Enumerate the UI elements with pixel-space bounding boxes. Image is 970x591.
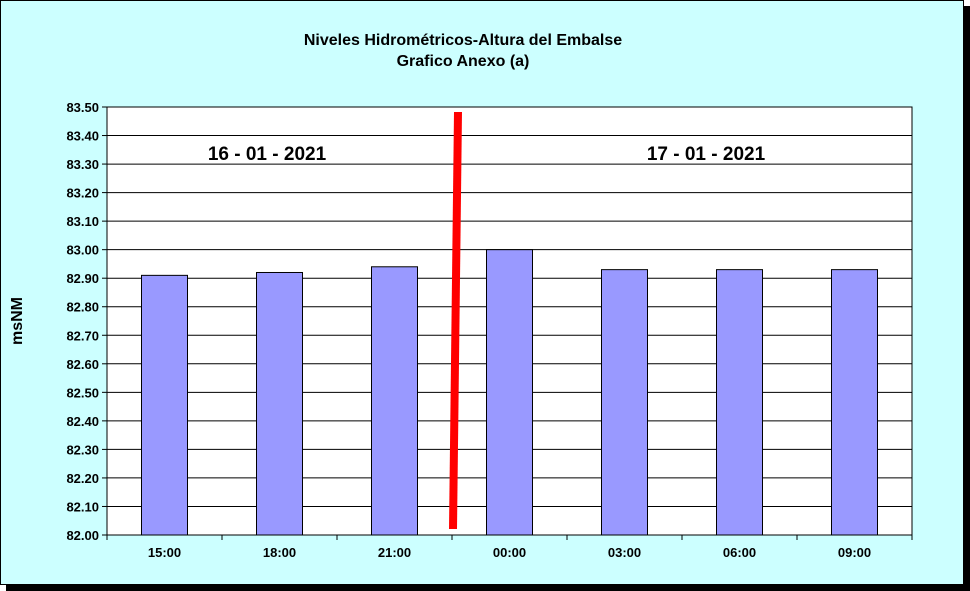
y-tick-label: 82.60 (66, 357, 99, 372)
y-tick-label: 83.40 (66, 129, 99, 144)
bar (256, 271, 303, 536)
y-tick-label: 82.40 (66, 414, 99, 429)
x-tick-label: 03:00 (608, 545, 641, 560)
y-tick-label: 83.20 (66, 186, 99, 201)
y-tick-label: 82.90 (66, 271, 99, 286)
y-tick-label: 82.20 (66, 471, 99, 486)
x-tick-label: 06:00 (723, 545, 756, 560)
x-tick-label: 21:00 (378, 545, 411, 560)
x-tick-label: 00:00 (493, 545, 526, 560)
y-tick-label: 82.50 (66, 385, 99, 400)
bar (486, 249, 533, 536)
chart-subtitle: Grafico Anexo (a) (397, 53, 530, 70)
day-separator-line (449, 111, 462, 530)
y-tick-label: 82.00 (66, 528, 99, 543)
date-annotation-right: 17 - 01 - 2021 (647, 144, 766, 165)
bar (601, 269, 648, 536)
bar (831, 269, 878, 536)
bar (141, 274, 188, 536)
bars (141, 249, 878, 536)
x-tick-label: 15:00 (148, 545, 181, 560)
y-tick-label: 83.00 (66, 243, 99, 258)
y-tick-label: 83.10 (66, 214, 99, 229)
y-tick-label: 83.30 (66, 157, 99, 172)
y-tick-label: 82.30 (66, 442, 99, 457)
x-tick-label: 09:00 (838, 545, 871, 560)
bar (716, 269, 763, 536)
date-annotation-left: 16 - 01 - 2021 (208, 144, 327, 165)
chart-title: Niveles Hidrométricos-Altura del Embalse (304, 32, 622, 49)
bar (371, 266, 418, 536)
y-axis-label: msNM (9, 297, 26, 345)
y-tick-label: 82.80 (66, 300, 99, 315)
x-tick-labels: 15:00 18:00 21:00 00:00 03:00 06:00 09:00 (148, 545, 871, 560)
y-tick-labels: 82.00 82.10 82.20 82.30 82.40 82.50 82.60 82.70… (66, 100, 99, 543)
y-tick-label: 82.10 (66, 499, 99, 514)
y-tick-label: 83.50 (66, 100, 99, 115)
y-tick-label: 82.70 (66, 328, 99, 343)
x-tick-label: 18:00 (263, 545, 296, 560)
